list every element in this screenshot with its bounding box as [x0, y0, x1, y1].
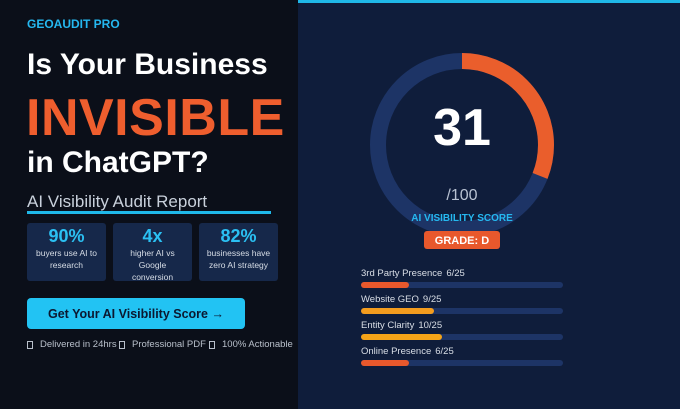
- cta-button[interactable]: Get Your AI Visibility Score →: [27, 298, 245, 329]
- stat-value: 4x: [142, 226, 163, 246]
- metric-score: 9/25: [422, 294, 442, 305]
- metric-track: [361, 282, 563, 288]
- stat-label: higher AI vs Google conversion: [130, 248, 175, 282]
- headline: Is Your Business: [27, 48, 268, 81]
- metric-track: [361, 308, 563, 314]
- grade-badge: [424, 231, 500, 249]
- score-caption: AI VISIBILITY SCORE: [411, 213, 513, 224]
- feature-text: Professional PDF: [132, 339, 206, 350]
- stat-label: buyers use AI to research: [36, 248, 97, 270]
- left-panel: GEOAUDIT PRO Is Your Business INVISIBLE …: [0, 0, 298, 409]
- gauge-arc: [370, 53, 554, 237]
- brand: GEOAUDIT PRO: [27, 17, 120, 31]
- metric-label: Entity Clarity 10/25: [361, 320, 442, 331]
- metric-name: Website GEO: [361, 294, 419, 305]
- headline: in ChatGPT?: [27, 146, 209, 179]
- headline-highlight: INVISIBLE: [26, 89, 285, 147]
- metric-bar: [361, 308, 434, 314]
- subtitle: AI Visibility Audit Report: [27, 192, 208, 211]
- metric-label: 3rd Party Presence 6/25: [361, 268, 465, 279]
- metric-bar: [361, 282, 410, 288]
- stat-card: 4x higher AI vs Google conversion: [113, 223, 192, 282]
- metric-score: 6/25: [446, 268, 465, 279]
- metric-track: [361, 360, 563, 366]
- stat-value: 82%: [220, 226, 257, 246]
- stat-value: 90%: [48, 226, 85, 246]
- metric-name: Online Presence: [361, 346, 432, 357]
- metric-track: [361, 334, 563, 340]
- feature: Professional PDF: [119, 339, 206, 350]
- metric-score: 10/25: [418, 320, 443, 331]
- feature: Delivered in 24hrs: [27, 339, 117, 350]
- stat-label: businesses have zero AI strategy: [206, 248, 271, 270]
- feature-text: 100% Actionable: [222, 339, 293, 350]
- metric-name: Entity Clarity: [361, 320, 415, 331]
- metric-bar: [361, 334, 442, 340]
- stat-card: 90% buyers use AI to research: [27, 223, 106, 281]
- score: 31: [433, 99, 491, 157]
- metric-name: 3rd Party Presence: [361, 268, 443, 279]
- grade: GRADE: D: [435, 235, 489, 247]
- score-max: /100: [446, 187, 477, 204]
- metric-label: Website GEO 9/25: [361, 294, 441, 305]
- feature: 100% Actionable: [209, 339, 293, 350]
- metric-label: Online Presence 6/25: [361, 346, 454, 357]
- metric-bar: [361, 360, 410, 366]
- underline: [27, 211, 271, 214]
- metric-score: 6/25: [435, 346, 454, 357]
- feature-text: Delivered in 24hrs: [40, 339, 117, 350]
- stat-card: 82% businesses have zero AI strategy: [199, 223, 278, 281]
